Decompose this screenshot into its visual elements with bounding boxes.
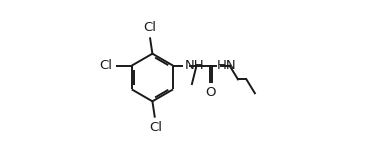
Text: Cl: Cl [149,120,162,133]
Text: HN: HN [216,59,236,72]
Text: Cl: Cl [143,22,156,35]
Text: O: O [206,86,216,99]
Text: Cl: Cl [100,59,113,72]
Text: NH: NH [185,59,204,72]
